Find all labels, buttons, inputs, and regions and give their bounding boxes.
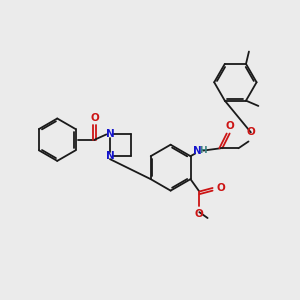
Text: O: O — [90, 112, 99, 123]
Text: N: N — [106, 129, 114, 140]
Text: N: N — [193, 146, 201, 156]
Text: O: O — [216, 183, 225, 193]
Text: O: O — [195, 208, 204, 219]
Text: N: N — [106, 151, 114, 160]
Text: O: O — [225, 121, 234, 130]
Text: O: O — [247, 127, 255, 137]
Text: H: H — [199, 146, 207, 155]
